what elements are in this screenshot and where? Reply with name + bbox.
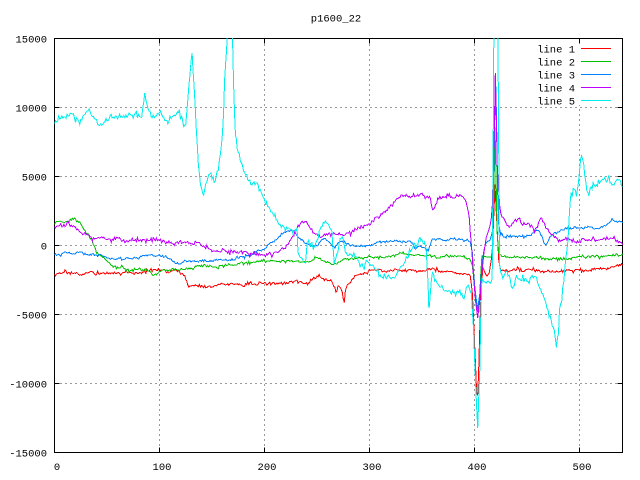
svg-text:line 4: line 4: [537, 84, 575, 96]
svg-text:p1600_22: p1600_22: [311, 14, 361, 26]
svg-text:400: 400: [468, 462, 487, 474]
svg-text:line 2: line 2: [537, 58, 575, 70]
svg-text:line 3: line 3: [537, 71, 575, 83]
svg-text:5000: 5000: [22, 173, 47, 185]
svg-text:15000: 15000: [15, 35, 47, 47]
svg-text:500: 500: [573, 462, 592, 474]
svg-text:100: 100: [153, 462, 172, 474]
svg-text:300: 300: [363, 462, 382, 474]
svg-text:0: 0: [54, 462, 60, 474]
svg-text:-5000: -5000: [15, 311, 47, 323]
svg-text:-15000: -15000: [9, 449, 47, 461]
svg-text:200: 200: [258, 462, 277, 474]
svg-text:line 5: line 5: [537, 97, 575, 109]
svg-text:line 1: line 1: [537, 45, 575, 57]
svg-text:-10000: -10000: [9, 380, 47, 392]
svg-text:10000: 10000: [15, 104, 47, 116]
svg-text:0: 0: [41, 242, 47, 254]
